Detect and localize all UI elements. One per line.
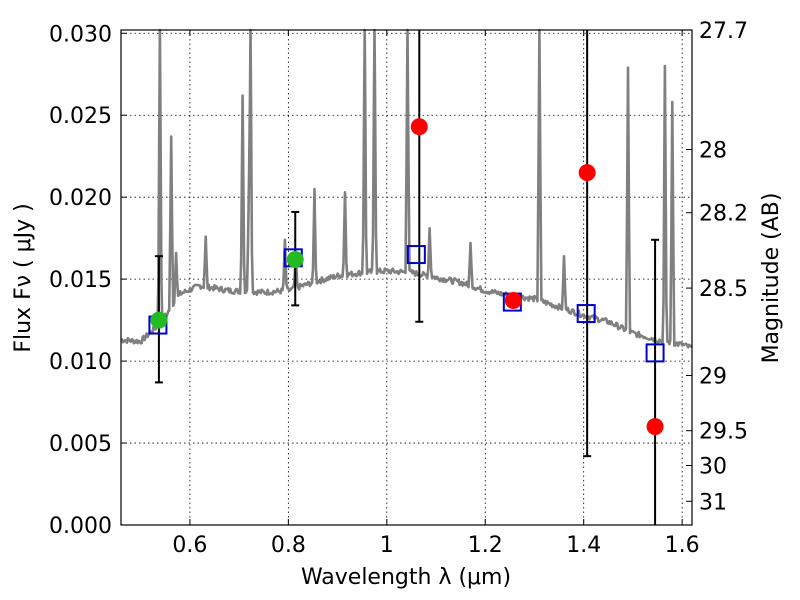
y2-tick-label: 28.5 (699, 277, 748, 302)
y2-tick-label: 29 (699, 365, 727, 390)
observed-point (150, 311, 168, 329)
x-axis-label: Wavelength λ (μm) (301, 565, 511, 590)
observed-point (504, 291, 522, 309)
data-markers (148, 118, 665, 436)
y-tick-label: 0.030 (49, 22, 112, 47)
y-tick-label: 0.020 (49, 186, 112, 211)
y2-tick-label: 28.2 (699, 202, 748, 227)
x-axis-ticks: 0.6 0.8 1 1.2 1.4 1.6 (172, 30, 700, 558)
y-tick-label: 0.000 (49, 514, 112, 539)
y-axis-ticks: 0.000 0.005 0.010 0.015 0.020 0.025 0.030 (49, 22, 127, 539)
y2-tick-label: 28 (699, 139, 727, 164)
y2-axis-label: Magnitude (AB) (759, 193, 784, 364)
y-tick-label: 0.025 (49, 104, 112, 129)
y-tick-label: 0.005 (49, 432, 112, 457)
x-tick-label: 0.6 (172, 533, 207, 558)
y2-tick-label: 31 (699, 490, 727, 515)
model-square (645, 343, 665, 363)
error-bars (154, 30, 660, 525)
x-tick-label: 1.6 (665, 533, 700, 558)
x-tick-label: 1 (380, 533, 394, 558)
observed-point (286, 250, 304, 268)
y2-tick-label: 30 (699, 454, 727, 479)
y-tick-label: 0.015 (49, 268, 112, 293)
y2-tick-label: 27.7 (699, 19, 748, 44)
observed-point (410, 118, 428, 136)
observed-point (578, 164, 596, 182)
y-tick-label: 0.010 (49, 350, 112, 375)
observed-point (646, 418, 664, 436)
y2-tick-label: 29.5 (699, 420, 748, 445)
model-square (406, 245, 426, 265)
spectrum-line (120, 28, 694, 349)
x-tick-label: 1.4 (566, 533, 601, 558)
y-axis-label: Flux Fν ( μJy ) (11, 203, 36, 352)
x-tick-label: 0.8 (271, 533, 306, 558)
x-tick-label: 1.2 (468, 533, 503, 558)
y2-axis-ticks: 27.7 28 28.2 28.5 29 29.5 30 31 (686, 19, 748, 515)
plot-frame (120, 29, 693, 526)
model-square (576, 304, 596, 324)
spectrum-layer (120, 28, 694, 349)
